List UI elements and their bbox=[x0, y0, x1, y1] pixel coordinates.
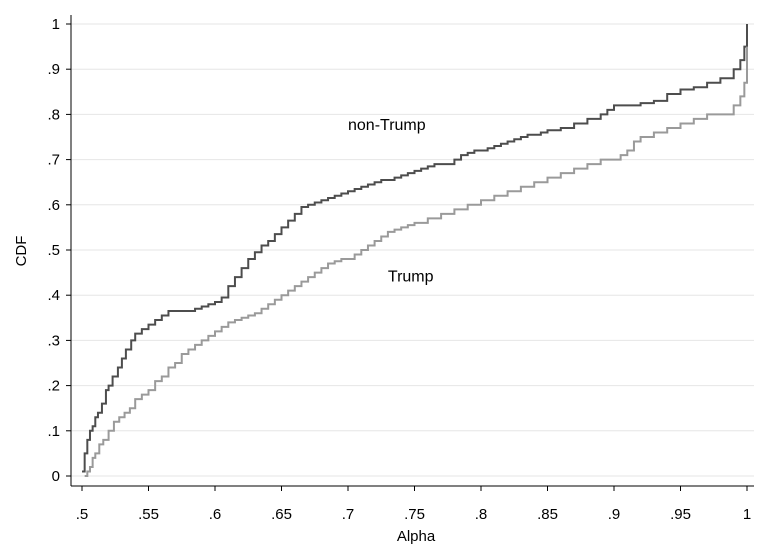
y-tick-label: .9 bbox=[47, 61, 60, 78]
x-tick-label: .8 bbox=[475, 506, 488, 523]
annotations: non-Trump Trump bbox=[348, 117, 434, 285]
x-tick-label: .5 bbox=[76, 506, 89, 523]
series-layer bbox=[82, 24, 748, 477]
y-axis-title: CDF bbox=[13, 236, 30, 267]
x-ticks: .5 .55 .6 .65 .7 .75 .8 .85 .9 .95 1 bbox=[76, 486, 751, 523]
x-tick-label: .85 bbox=[537, 506, 558, 523]
y-tick-label: 1 bbox=[52, 16, 60, 33]
y-tick-label: .1 bbox=[47, 423, 60, 440]
annotation-non-trump: non-Trump bbox=[348, 117, 426, 134]
y-tick-label: .2 bbox=[47, 378, 60, 395]
series-line-non-trump bbox=[82, 24, 748, 473]
annotation-trump: Trump bbox=[388, 269, 434, 286]
x-tick-label: .7 bbox=[342, 506, 355, 523]
x-tick-label: .65 bbox=[271, 506, 292, 523]
x-tick-label: .75 bbox=[404, 506, 425, 523]
gridlines bbox=[71, 23, 754, 477]
x-tick-label: .6 bbox=[209, 506, 222, 523]
y-tick-label: .5 bbox=[47, 242, 60, 259]
y-tick-label: .3 bbox=[47, 332, 60, 349]
x-tick-label: .55 bbox=[138, 506, 159, 523]
y-tick-label: .4 bbox=[47, 287, 60, 304]
y-tick-label: .6 bbox=[47, 197, 60, 214]
y-tick-label: 0 bbox=[52, 468, 60, 485]
series-line-trump bbox=[84, 46, 748, 477]
x-axis-title: Alpha bbox=[397, 528, 436, 545]
y-tick-label: .8 bbox=[47, 106, 60, 123]
x-tick-label: 1 bbox=[743, 506, 751, 523]
y-tick-label: .7 bbox=[47, 152, 60, 169]
x-tick-label: .9 bbox=[608, 506, 621, 523]
y-ticks: 0 .1 .2 .3 .4 .5 .6 .7 .8 .9 1 bbox=[47, 16, 71, 485]
x-tick-label: .95 bbox=[670, 506, 691, 523]
